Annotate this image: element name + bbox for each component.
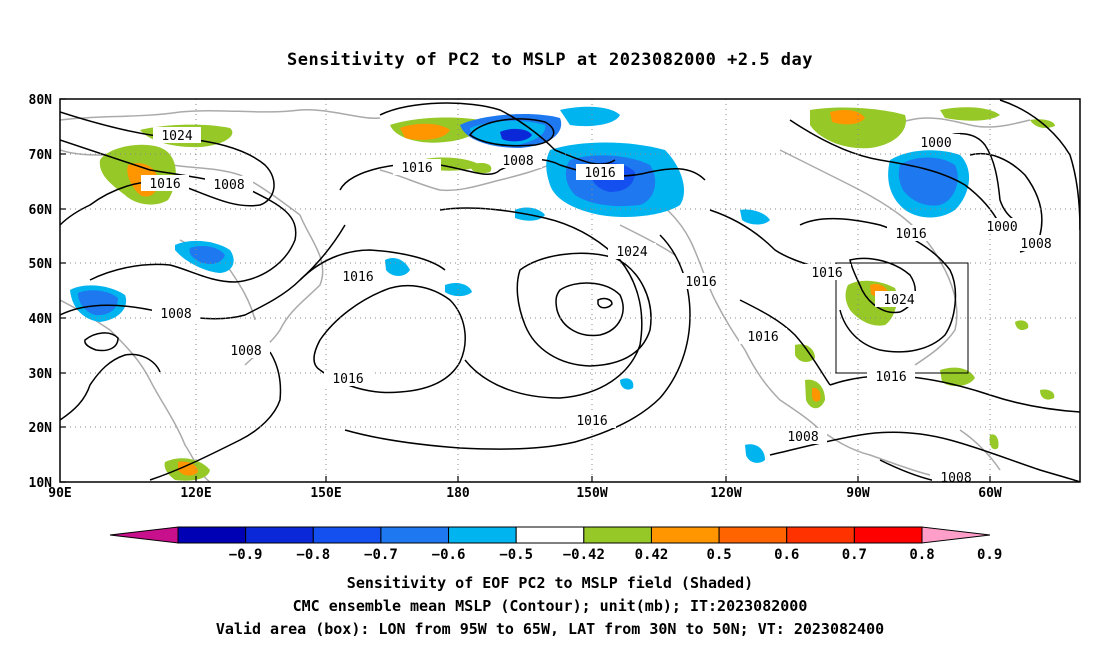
caption-valid-area: Valid area (box): LON from 95W to 65W, L… <box>215 620 885 638</box>
contour-label-text: 1016 <box>576 414 607 429</box>
contour-label-text: 1008 <box>160 307 191 322</box>
contour-label-1000b: 1000 <box>978 218 1026 235</box>
contour-label-text: 1016 <box>685 275 716 290</box>
contour-label-text: 1016 <box>584 166 615 181</box>
colorbar-box <box>718 526 788 544</box>
contour-label-text: 1008 <box>213 178 244 193</box>
contour-label-text: 1016 <box>895 227 926 242</box>
contour-label-text: 1016 <box>332 372 363 387</box>
caption-contour: CMC ensemble mean MSLP (Contour); unit(m… <box>292 597 808 615</box>
contour-label-1008b: 1008 <box>494 152 542 169</box>
contour-label-1008c: 1008 <box>1012 235 1060 252</box>
colorbar-box <box>650 526 720 544</box>
contour-label-1000a: 1000 <box>912 134 960 151</box>
colorbar-label: −0.7 <box>364 547 398 563</box>
contour-label-1016d: 1016 <box>887 225 935 242</box>
map-title: Sensitivity of PC2 to MSLP at 2023082000… <box>286 50 813 70</box>
colorbar-box <box>853 526 923 544</box>
lon-label: 120W <box>710 486 741 501</box>
colorbar-box <box>380 526 450 544</box>
lat-label: 20N <box>29 421 53 436</box>
colorbar-high-triangle <box>921 526 991 544</box>
contour-label-text: 1016 <box>342 270 373 285</box>
colorbar-label: −0.6 <box>432 547 466 563</box>
lon-label: 150W <box>576 486 607 501</box>
lon-label: 90W <box>846 486 870 501</box>
contour-label-1016g: 1016 <box>677 273 725 290</box>
lat-label: 60N <box>29 203 53 218</box>
plot-frame <box>59 98 1081 483</box>
longitude-labels: 90E 120E 150E 180 150W 120W 90W 60W <box>48 486 1002 501</box>
axis-ticks <box>60 98 991 483</box>
contour-label-1016c: 1016 <box>576 164 624 181</box>
lat-label: 80N <box>29 93 53 108</box>
contour-label-text: 1000 <box>986 220 1017 235</box>
contour-labels: 1024 1016 1008 1016 1008 1016 1000 1016 … <box>141 127 1060 486</box>
contour-label-1016i: 1016 <box>324 370 372 387</box>
colorbar-label: −0.5 <box>499 547 533 563</box>
lat-label: 50N <box>29 257 53 272</box>
contour-label-1024c: 1024 <box>608 243 656 260</box>
contour-label-text: 1024 <box>883 293 914 308</box>
contour-label-1008a: 1008 <box>205 176 253 193</box>
colorbar-label: 0.42 <box>635 547 669 563</box>
contour-label-1016b: 1016 <box>393 159 441 176</box>
contour-label-text: 1008 <box>940 471 971 486</box>
colorbar-label: −0.8 <box>296 547 330 563</box>
contour-label-text: 1016 <box>747 330 778 345</box>
colorbar-box <box>245 526 314 544</box>
colorbar-box <box>312 526 382 544</box>
colorbar-box <box>448 526 517 544</box>
lon-label: 150E <box>310 486 341 501</box>
lat-label: 10N <box>29 476 53 491</box>
colorbar-label: 0.8 <box>909 547 934 563</box>
lon-label: 180 <box>446 486 470 501</box>
gridlines <box>60 99 1080 482</box>
contour-label-text: 1016 <box>149 177 180 192</box>
contour-label-text: 1016 <box>875 370 906 385</box>
contour-label-text: 1008 <box>230 344 261 359</box>
colorbar-box <box>583 526 652 544</box>
contour-label-1016k: 1016 <box>867 368 915 385</box>
contour-label-1008f: 1008 <box>779 428 827 445</box>
lat-label: 70N <box>29 148 53 163</box>
contour-label-text: 1008 <box>787 430 818 445</box>
contour-label-text: 1016 <box>811 266 842 281</box>
lat-label: 30N <box>29 367 53 382</box>
contour-label-text: 1008 <box>502 154 533 169</box>
colorbar: −0.9 −0.8 −0.7 −0.6 −0.5 −0.42 0.42 0.5 0.6 0.7 0.… <box>109 526 1002 563</box>
contour-label-1016h: 1016 <box>739 328 787 345</box>
colorbar-box <box>515 526 585 544</box>
contour-label-text: 1008 <box>1020 237 1051 252</box>
lat-label: 40N <box>29 312 53 327</box>
lon-label: 90E <box>48 486 71 501</box>
contour-label-text: 1000 <box>920 136 951 151</box>
contour-label-1024b: 1024 <box>875 291 923 308</box>
colorbar-box <box>786 526 855 544</box>
colorbar-label: −0.42 <box>563 547 605 563</box>
contour-label-1008d: 1008 <box>152 305 200 322</box>
contour-label-text: 1016 <box>401 161 432 176</box>
contour-label-1008e: 1008 <box>222 342 270 359</box>
contour-label-text: 1024 <box>616 245 647 260</box>
colorbar-label: 0.5 <box>706 547 731 563</box>
colorbar-label: 0.7 <box>842 547 867 563</box>
colorbar-label: 0.9 <box>977 547 1002 563</box>
colorbar-label: −0.9 <box>229 547 263 563</box>
contour-label-1024a: 1024 <box>153 127 201 144</box>
contour-label-1016f: 1016 <box>334 268 382 285</box>
contour-label-1016j: 1016 <box>568 412 616 429</box>
contour-label-1008g: 1008 <box>932 470 980 486</box>
lon-label: 120E <box>180 486 211 501</box>
colorbar-label: 0.6 <box>774 547 799 563</box>
latitude-labels: 80N 70N 60N 50N 40N 30N 20N 10N <box>29 93 53 491</box>
colorbar-low-triangle <box>109 526 179 544</box>
contour-label-text: 1024 <box>161 129 192 144</box>
colorbar-box <box>177 526 247 544</box>
caption-shading: Sensitivity of EOF PC2 to MSLP field (Sh… <box>346 574 754 592</box>
contour-label-1016a: 1016 <box>141 175 189 192</box>
contour-label-1016e: 1016 <box>803 264 851 281</box>
lon-label: 60W <box>978 486 1002 501</box>
